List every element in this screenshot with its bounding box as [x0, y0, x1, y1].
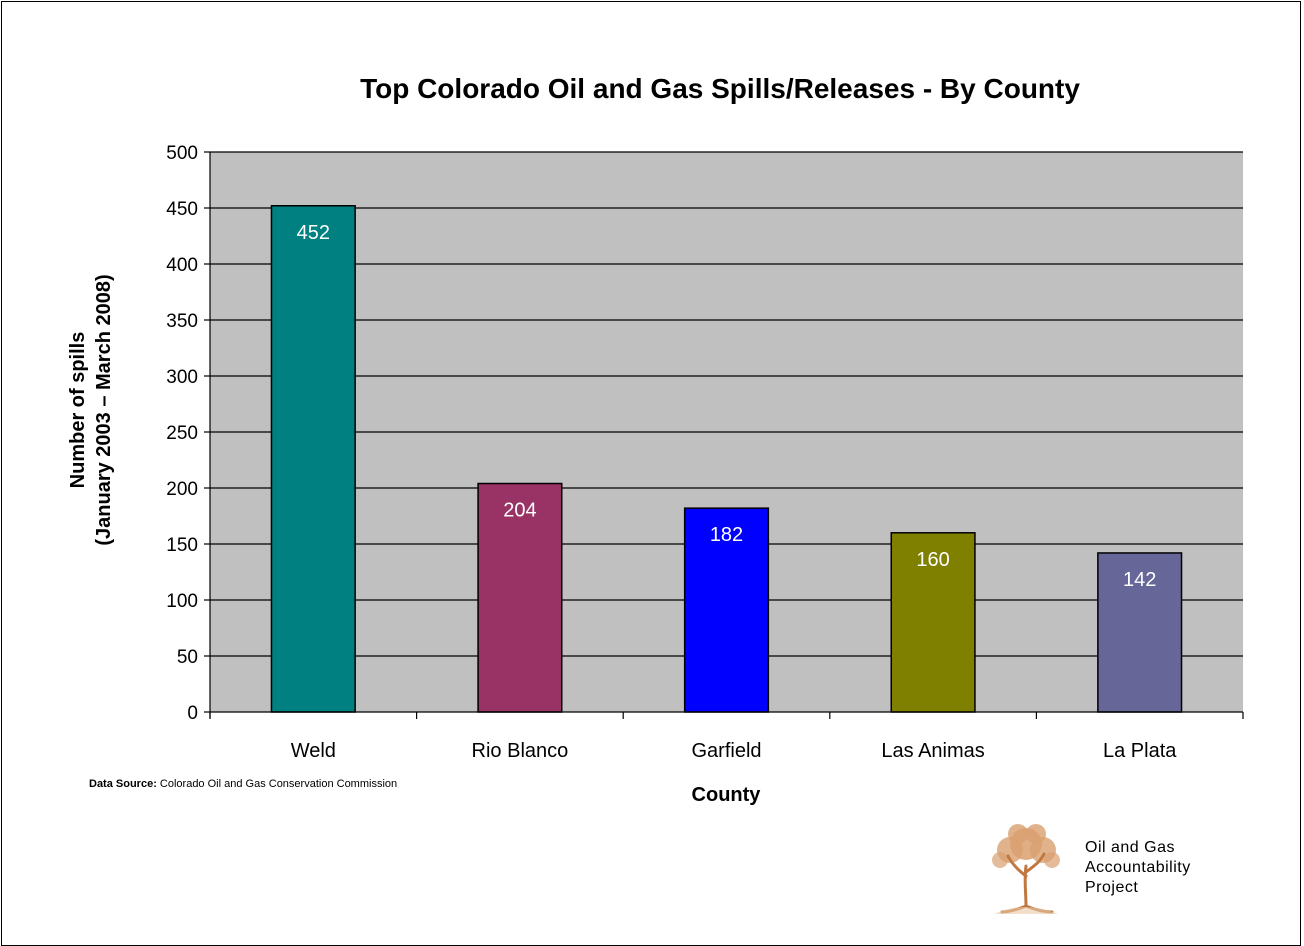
y-tick-label: 400	[166, 255, 198, 276]
y-tick-label: 450	[166, 199, 198, 220]
bars: 452 204 182 160 142	[270, 205, 1183, 713]
y-tick-label: 300	[166, 367, 198, 388]
x-category-label: Rio Blanco	[472, 740, 569, 762]
tree-logo-icon	[992, 824, 1060, 914]
bar-value-label: 142	[1123, 569, 1156, 591]
x-category-label: Las Animas	[881, 740, 984, 762]
bar-la-plata	[1097, 552, 1183, 713]
bar-weld	[270, 205, 356, 713]
y-tick-label: 0	[187, 703, 198, 724]
axes: 0 50 100 150 200 250 300 350 400 450 500 Weld Rio Bl…	[166, 143, 1244, 762]
x-category-label: Weld	[291, 740, 336, 762]
x-axis-title: County	[692, 784, 762, 806]
x-category-label: La Plata	[1103, 740, 1177, 762]
y-tick-label: 500	[166, 143, 198, 164]
org-name: Oil and Gas Accountability Project	[1085, 838, 1191, 898]
y-tick-label: 150	[166, 535, 198, 556]
y-axis-title-line1: Number of spills	[67, 332, 89, 489]
y-tick-label: 100	[166, 591, 198, 612]
org-name-line1: Oil and Gas	[1085, 839, 1175, 856]
data-source-text: Colorado Oil and Gas Conservation Commis…	[156, 778, 398, 790]
y-tick-label: 200	[166, 479, 198, 500]
org-name-line3: Project	[1085, 879, 1139, 896]
x-category-label: Garfield	[691, 740, 761, 762]
data-source-label: Data Source:	[89, 778, 157, 790]
bar-value-label: 160	[916, 549, 949, 571]
data-source-note: Data Source: Colorado Oil and Gas Conser…	[89, 778, 397, 790]
chart-title: Top Colorado Oil and Gas Spills/Releases…	[360, 73, 1080, 104]
y-axis-title-line2: (January 2003 – March 2008)	[93, 274, 115, 545]
y-tick-label: 250	[166, 423, 198, 444]
bar-value-label: 452	[297, 222, 330, 244]
bar-value-label: 204	[503, 500, 536, 522]
gridlines	[210, 151, 1243, 657]
bar-value-label: 182	[710, 524, 743, 546]
y-tick-label: 50	[177, 647, 198, 668]
y-tick-label: 350	[166, 311, 198, 332]
org-name-line2: Accountability	[1085, 859, 1191, 876]
